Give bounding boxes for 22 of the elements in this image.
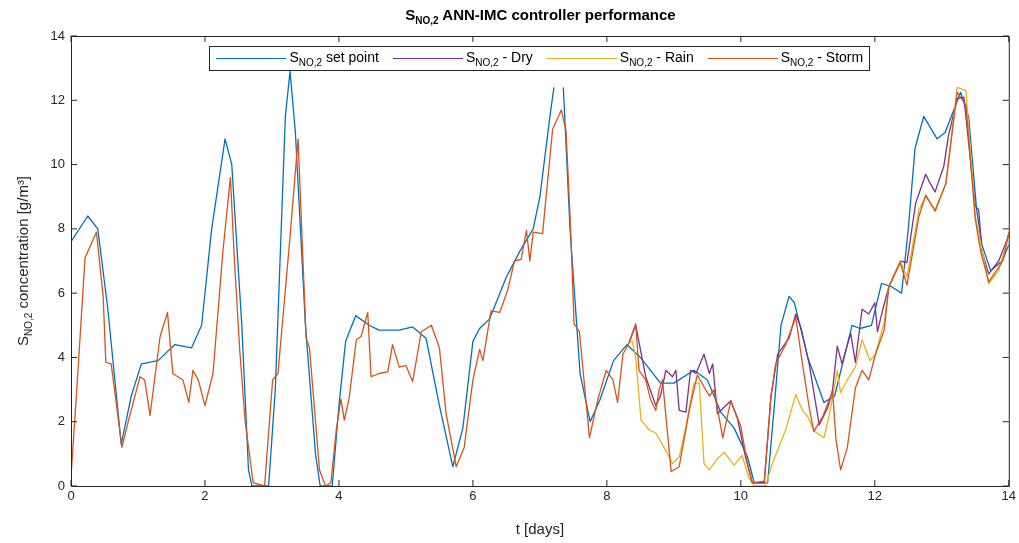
- x-axis-title: t [days]: [515, 520, 565, 538]
- x-tick-label: 6: [469, 488, 477, 504]
- y-tick-label: 6: [57, 284, 65, 300]
- legend-label: S$_{NO,2}$ - Dry: [465, 49, 533, 68]
- y-tick-label: 12: [50, 91, 65, 107]
- legend-label: S$_{NO,2}$ - Storm: [780, 49, 864, 68]
- legend-label: S$_{NO,2}$ - Rain: [619, 49, 694, 68]
- y-tick-label: 14: [50, 27, 65, 43]
- y-tick-label: 0: [57, 477, 65, 493]
- x-tick-label: 12: [867, 488, 883, 504]
- x-tick-label: 4: [335, 488, 343, 504]
- x-tick-label: 0: [67, 488, 75, 504]
- x-tick-label: 2: [201, 488, 209, 504]
- legend-label: S$_{NO,2}$ set point: [289, 49, 379, 68]
- chart-title: S$_{NO,2}$ ANN-IMC controller performance: [404, 6, 677, 26]
- x-tick-label: 14: [1001, 488, 1016, 504]
- y-tick-label: 10: [50, 156, 65, 172]
- x-tick-label: 10: [733, 488, 749, 504]
- y-tick-label: 8: [57, 220, 65, 236]
- y-tick-label: 2: [57, 413, 65, 429]
- y-tick-label: 4: [57, 349, 65, 365]
- x-tick-label: 8: [603, 488, 611, 504]
